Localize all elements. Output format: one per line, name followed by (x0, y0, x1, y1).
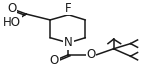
Text: O: O (7, 2, 17, 15)
Text: N: N (64, 36, 73, 49)
Text: F: F (65, 2, 72, 15)
Text: O: O (86, 48, 96, 61)
Text: HO: HO (3, 16, 21, 29)
Text: O: O (50, 54, 59, 67)
